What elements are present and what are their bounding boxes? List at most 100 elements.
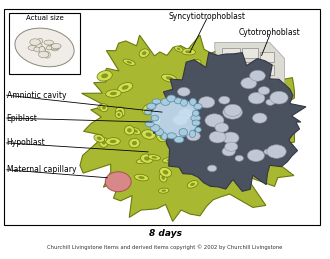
Ellipse shape bbox=[227, 139, 242, 146]
Ellipse shape bbox=[215, 119, 221, 122]
Ellipse shape bbox=[181, 99, 187, 106]
Bar bbox=[242, 48, 258, 58]
Text: Cytotrophoblast: Cytotrophoblast bbox=[239, 28, 300, 37]
Ellipse shape bbox=[132, 141, 137, 145]
Ellipse shape bbox=[248, 142, 259, 153]
Ellipse shape bbox=[142, 130, 155, 139]
Text: Actual size: Actual size bbox=[26, 15, 63, 21]
Ellipse shape bbox=[34, 47, 43, 52]
Ellipse shape bbox=[194, 104, 202, 110]
Ellipse shape bbox=[252, 113, 267, 123]
Ellipse shape bbox=[117, 113, 120, 116]
Ellipse shape bbox=[219, 96, 230, 104]
Ellipse shape bbox=[205, 138, 210, 142]
Ellipse shape bbox=[94, 134, 105, 142]
Ellipse shape bbox=[222, 147, 235, 156]
Ellipse shape bbox=[159, 167, 172, 177]
Ellipse shape bbox=[99, 138, 108, 147]
Bar bbox=[225, 88, 241, 97]
Ellipse shape bbox=[221, 143, 229, 150]
Ellipse shape bbox=[151, 156, 157, 159]
Ellipse shape bbox=[134, 130, 138, 133]
Ellipse shape bbox=[195, 85, 199, 90]
Ellipse shape bbox=[213, 177, 227, 186]
Ellipse shape bbox=[167, 159, 173, 161]
Ellipse shape bbox=[28, 45, 38, 51]
Ellipse shape bbox=[145, 121, 154, 127]
Ellipse shape bbox=[174, 108, 183, 114]
Ellipse shape bbox=[124, 126, 135, 135]
Ellipse shape bbox=[30, 39, 40, 45]
Ellipse shape bbox=[192, 120, 200, 126]
Ellipse shape bbox=[36, 44, 42, 47]
Ellipse shape bbox=[51, 44, 61, 49]
Text: Epiblast: Epiblast bbox=[7, 113, 38, 123]
Ellipse shape bbox=[167, 133, 177, 139]
Ellipse shape bbox=[266, 99, 275, 105]
Ellipse shape bbox=[229, 62, 233, 66]
Ellipse shape bbox=[225, 142, 238, 151]
Ellipse shape bbox=[187, 60, 201, 70]
Ellipse shape bbox=[159, 174, 167, 182]
Ellipse shape bbox=[40, 47, 46, 53]
Ellipse shape bbox=[161, 176, 165, 180]
Ellipse shape bbox=[220, 96, 224, 99]
Ellipse shape bbox=[222, 132, 239, 144]
Ellipse shape bbox=[97, 71, 112, 81]
Ellipse shape bbox=[44, 40, 53, 45]
Ellipse shape bbox=[166, 76, 173, 80]
Polygon shape bbox=[215, 42, 284, 118]
Ellipse shape bbox=[225, 72, 229, 76]
Ellipse shape bbox=[173, 156, 185, 164]
Ellipse shape bbox=[131, 128, 141, 135]
Ellipse shape bbox=[258, 87, 270, 95]
Ellipse shape bbox=[49, 45, 60, 50]
Ellipse shape bbox=[136, 158, 151, 163]
Ellipse shape bbox=[223, 145, 227, 148]
Ellipse shape bbox=[167, 95, 176, 102]
Ellipse shape bbox=[250, 70, 265, 81]
Ellipse shape bbox=[118, 83, 133, 92]
Ellipse shape bbox=[50, 44, 59, 51]
Ellipse shape bbox=[102, 140, 106, 145]
Bar bbox=[222, 62, 240, 72]
Ellipse shape bbox=[236, 164, 240, 167]
Ellipse shape bbox=[213, 73, 224, 82]
Ellipse shape bbox=[140, 159, 147, 162]
Ellipse shape bbox=[115, 107, 125, 117]
Ellipse shape bbox=[106, 90, 121, 97]
Ellipse shape bbox=[102, 106, 106, 110]
Ellipse shape bbox=[251, 148, 256, 153]
Ellipse shape bbox=[163, 170, 168, 175]
Ellipse shape bbox=[224, 165, 233, 174]
Ellipse shape bbox=[187, 181, 198, 188]
Ellipse shape bbox=[186, 131, 200, 141]
Bar bbox=[243, 89, 257, 98]
Polygon shape bbox=[151, 52, 306, 191]
Ellipse shape bbox=[105, 172, 131, 192]
Ellipse shape bbox=[100, 104, 108, 112]
Ellipse shape bbox=[226, 167, 231, 171]
Ellipse shape bbox=[150, 125, 160, 131]
Ellipse shape bbox=[39, 51, 49, 58]
Ellipse shape bbox=[208, 165, 217, 172]
Ellipse shape bbox=[270, 91, 288, 104]
Ellipse shape bbox=[138, 176, 145, 179]
Ellipse shape bbox=[201, 135, 213, 145]
Ellipse shape bbox=[98, 104, 105, 110]
Ellipse shape bbox=[243, 80, 251, 88]
Ellipse shape bbox=[176, 110, 181, 112]
Ellipse shape bbox=[215, 176, 230, 182]
Ellipse shape bbox=[251, 145, 256, 150]
Ellipse shape bbox=[190, 123, 196, 128]
Ellipse shape bbox=[161, 133, 167, 140]
Ellipse shape bbox=[115, 111, 122, 118]
Ellipse shape bbox=[195, 127, 201, 132]
Bar bbox=[226, 100, 240, 108]
Ellipse shape bbox=[142, 103, 157, 115]
Ellipse shape bbox=[219, 178, 226, 181]
Ellipse shape bbox=[190, 98, 196, 105]
Text: Hypoblast: Hypoblast bbox=[7, 138, 46, 147]
Bar bbox=[222, 48, 240, 58]
Ellipse shape bbox=[126, 61, 132, 64]
